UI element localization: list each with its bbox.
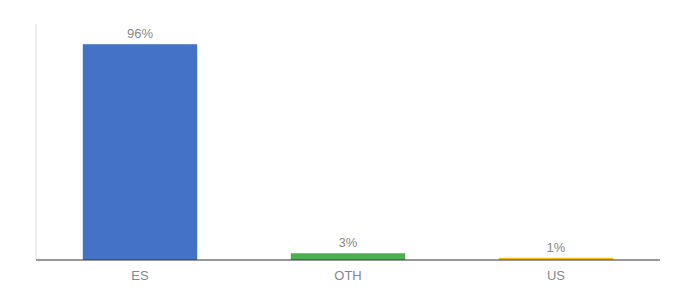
x-tick-label: US — [547, 268, 565, 283]
x-tick-label: OTH — [334, 268, 361, 283]
data-label: 1% — [547, 240, 566, 255]
chart-container: ES OTH US 96% 3% 1% — [0, 0, 680, 300]
data-label: 96% — [127, 26, 153, 41]
bar — [291, 253, 405, 260]
x-axis-line — [36, 260, 660, 261]
y-axis-line — [36, 24, 37, 260]
x-tick-label: ES — [131, 268, 149, 283]
bars — [83, 44, 613, 260]
chart-svg: ES OTH US 96% 3% 1% — [0, 0, 680, 300]
data-label: 3% — [339, 235, 358, 250]
bar — [83, 44, 197, 260]
